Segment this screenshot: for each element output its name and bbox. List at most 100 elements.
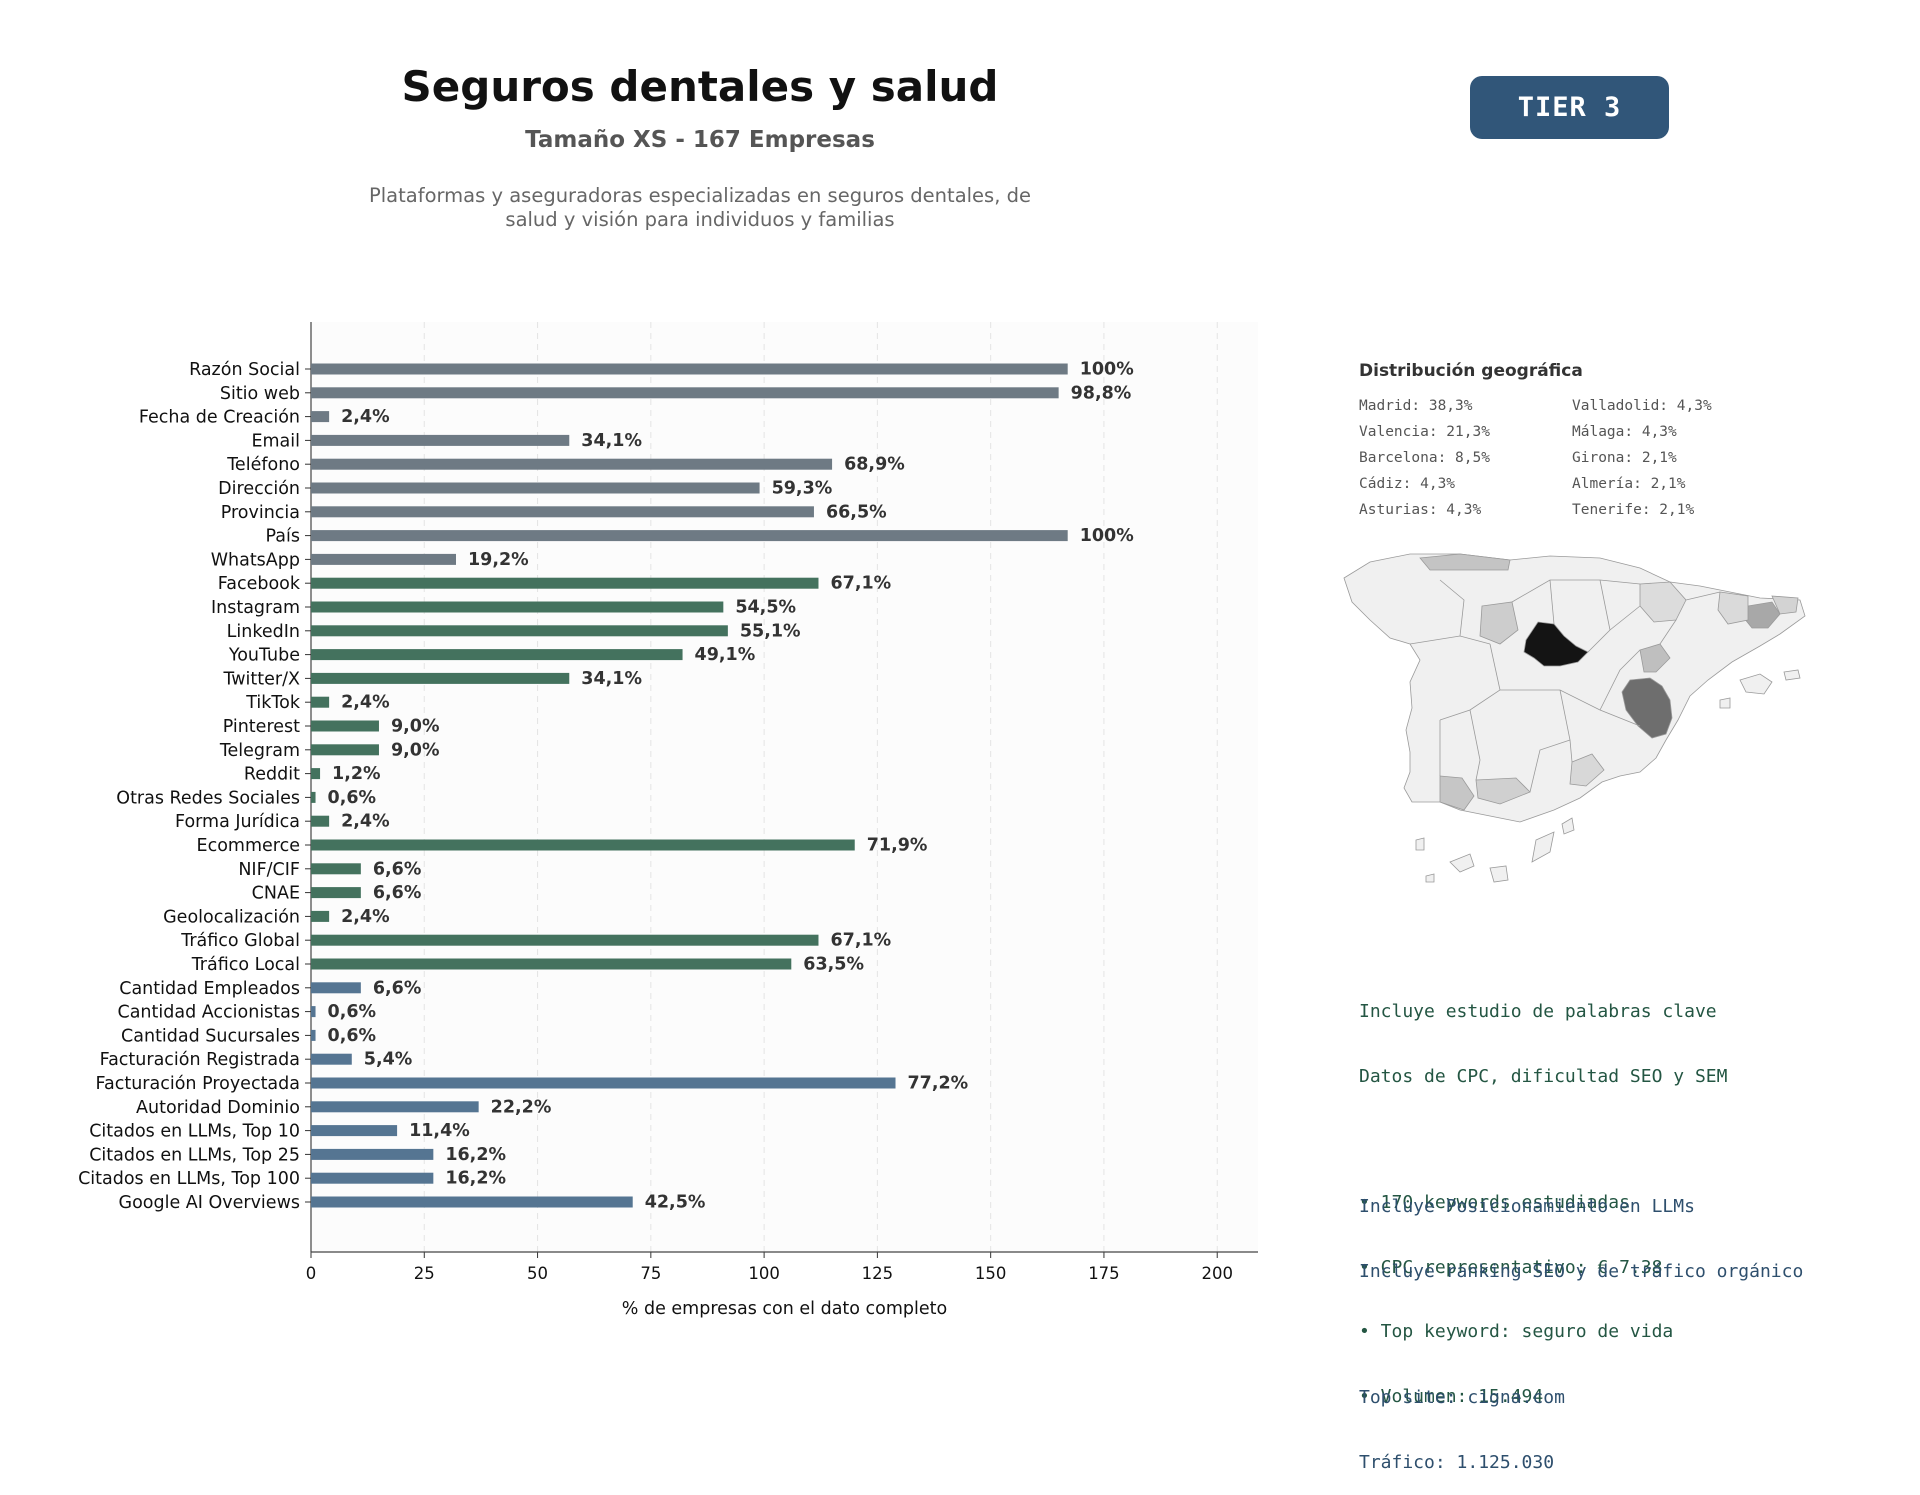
page-description: Plataformas y aseguradoras especializada…: [300, 184, 1100, 232]
map-mainland: [1343, 553, 1806, 823]
x-tick-label: 75: [640, 1264, 661, 1283]
geo-item: Asturias: 4,3%: [1359, 502, 1482, 518]
value-label: 5,4%: [364, 1050, 413, 1070]
category-label: Facturación Proyectada: [96, 1074, 300, 1094]
value-label: 9,0%: [391, 717, 440, 737]
bar: [311, 506, 814, 518]
category-label: Reddit: [244, 765, 300, 785]
category-label: Ecommerce: [197, 836, 300, 856]
map-cadiz: [1439, 775, 1475, 811]
bar: [311, 720, 379, 732]
bar: [311, 768, 321, 780]
bar: [311, 1077, 896, 1089]
bar: [311, 530, 1068, 542]
bar: [311, 1029, 316, 1041]
bar: [311, 1101, 479, 1113]
category-label: Fecha de Creación: [139, 408, 300, 428]
category-label: Teléfono: [226, 455, 300, 475]
bar: [311, 434, 570, 446]
x-axis-title: % de empresas con el dato completo: [622, 1299, 947, 1319]
value-label: 54,5%: [735, 598, 796, 618]
value-label: 63,5%: [803, 955, 864, 975]
bar: [311, 696, 330, 708]
keywords-line-1: Incluye estudio de palabras clave: [1359, 1001, 1717, 1022]
value-label: 9,0%: [391, 740, 440, 760]
map-tenerife: [1449, 853, 1475, 873]
bar: [311, 482, 760, 494]
category-label: Sitio web: [220, 384, 300, 404]
map-ibiza: [1719, 697, 1731, 709]
map-almeria: [1569, 753, 1605, 787]
map-valencia: [1621, 677, 1673, 739]
category-label: Otras Redes Sociales: [116, 788, 300, 808]
value-label: 67,1%: [830, 574, 891, 594]
bar-chart: 0 25 50 75 100 125 150 175 200 Razón Social 100% Si…: [78, 322, 1258, 1319]
category-label: Citados en LLMs, Top 25: [89, 1145, 300, 1165]
value-label: 2,4%: [341, 407, 390, 427]
map-el-hierro: [1425, 873, 1435, 883]
value-label: 42,5%: [645, 1193, 706, 1213]
x-tick-label: 50: [527, 1264, 548, 1283]
map-girona: [1771, 595, 1799, 615]
category-label: Pinterest: [223, 717, 300, 737]
map-mallorca: [1739, 673, 1773, 695]
value-label: 68,9%: [844, 455, 905, 475]
value-label: 100%: [1080, 526, 1134, 546]
value-label: 66,5%: [826, 502, 887, 522]
category-label: Citados en LLMs, Top 10: [89, 1122, 300, 1142]
geo-item: Barcelona: 8,5%: [1359, 450, 1490, 466]
keywords-bullet: • CPC representativo: € 7.38: [1359, 1256, 1663, 1278]
bar: [311, 553, 456, 565]
spain-choropleth-map: [1343, 553, 1806, 883]
geo-item: Málaga: 4,3%: [1572, 424, 1677, 440]
x-tick-label: 25: [414, 1264, 435, 1283]
value-label: 34,1%: [581, 431, 642, 451]
bar: [311, 458, 833, 470]
tier-badge: TIER 3: [1470, 76, 1669, 139]
bar: [311, 411, 330, 423]
bar: [311, 1125, 398, 1137]
x-tick-label: 125: [862, 1264, 894, 1283]
value-label: 55,1%: [740, 621, 801, 641]
keywords-bullet: • 170 keywords estudiadas: [1359, 1192, 1630, 1213]
value-label: 6,6%: [373, 978, 422, 998]
keywords-line-2: Datos de CPC, dificultad SEO y SEM: [1359, 1065, 1728, 1087]
value-label: 0,6%: [328, 1026, 377, 1046]
bar: [311, 649, 683, 661]
category-label: Cantidad Accionistas: [117, 1003, 300, 1023]
top-site: Top site: cigna.com: [1359, 1387, 1565, 1408]
bar: [311, 815, 330, 827]
llm-line-2: Incluye ranking SEO y de tráfico orgánic…: [1359, 1260, 1804, 1282]
category-label: Tráfico Local: [191, 955, 300, 975]
category-label: Cantidad Empleados: [119, 979, 300, 999]
map-la-palma: [1415, 837, 1425, 851]
value-label: 2,4%: [341, 693, 390, 713]
geo-item: Madrid: 38,3%: [1359, 398, 1473, 414]
value-label: 34,1%: [581, 669, 642, 689]
bar: [311, 1172, 434, 1184]
geo-item: Valencia: 21,3%: [1359, 424, 1490, 440]
value-label: 98,8%: [1071, 383, 1132, 403]
geo-item: Cádiz: 4,3%: [1359, 476, 1456, 492]
bar: [311, 744, 379, 756]
value-label: 6,6%: [373, 859, 422, 879]
bar: [311, 601, 724, 613]
map-lleida: [1717, 591, 1749, 625]
bar: [311, 672, 570, 684]
category-label: Geolocalización: [163, 907, 300, 927]
page-subtitle: Tamaño XS - 167 Empresas: [525, 127, 875, 153]
bar: [311, 791, 316, 803]
plot-area: [311, 322, 1258, 1252]
category-label: Tráfico Global: [180, 931, 300, 951]
keywords-bullet: • Volumen: 15.494: [1359, 1385, 1544, 1407]
value-label: 0,6%: [328, 788, 377, 808]
category-label: Google AI Overviews: [119, 1193, 300, 1213]
keywords-bullet: • Top keyword: seguro de vida: [1359, 1321, 1674, 1342]
category-label: Instagram: [211, 598, 300, 618]
bar: [311, 1196, 633, 1208]
map-gran-canaria: [1489, 865, 1509, 883]
category-label: Cantidad Sucursales: [121, 1026, 300, 1046]
x-tick-label: 150: [975, 1264, 1007, 1283]
category-label: Facebook: [218, 574, 301, 594]
category-label: LinkedIn: [227, 622, 300, 642]
